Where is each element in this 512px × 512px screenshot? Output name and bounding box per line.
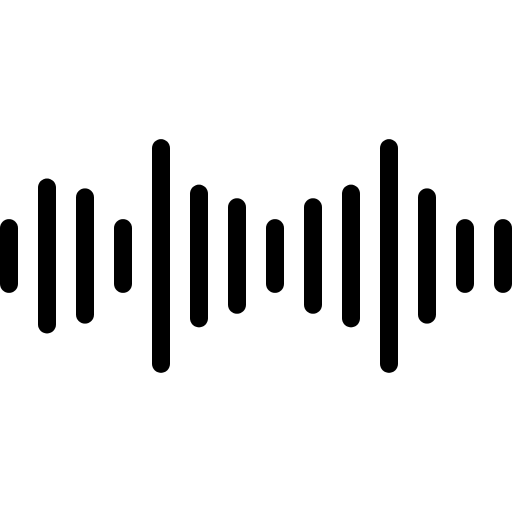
wave-bar xyxy=(114,219,132,293)
wave-bar xyxy=(304,198,322,314)
wave-bar xyxy=(228,198,246,314)
wave-bar xyxy=(76,188,94,323)
wave-bar xyxy=(266,219,284,293)
wave-bar xyxy=(0,219,18,293)
wave-bar xyxy=(190,185,208,328)
wave-bar xyxy=(456,219,474,293)
wave-bar xyxy=(380,139,398,373)
wave-bar xyxy=(418,188,436,323)
wave-bar xyxy=(342,185,360,328)
wave-bar xyxy=(38,179,56,334)
wave-bar xyxy=(494,219,512,293)
wave-bar xyxy=(152,139,170,373)
